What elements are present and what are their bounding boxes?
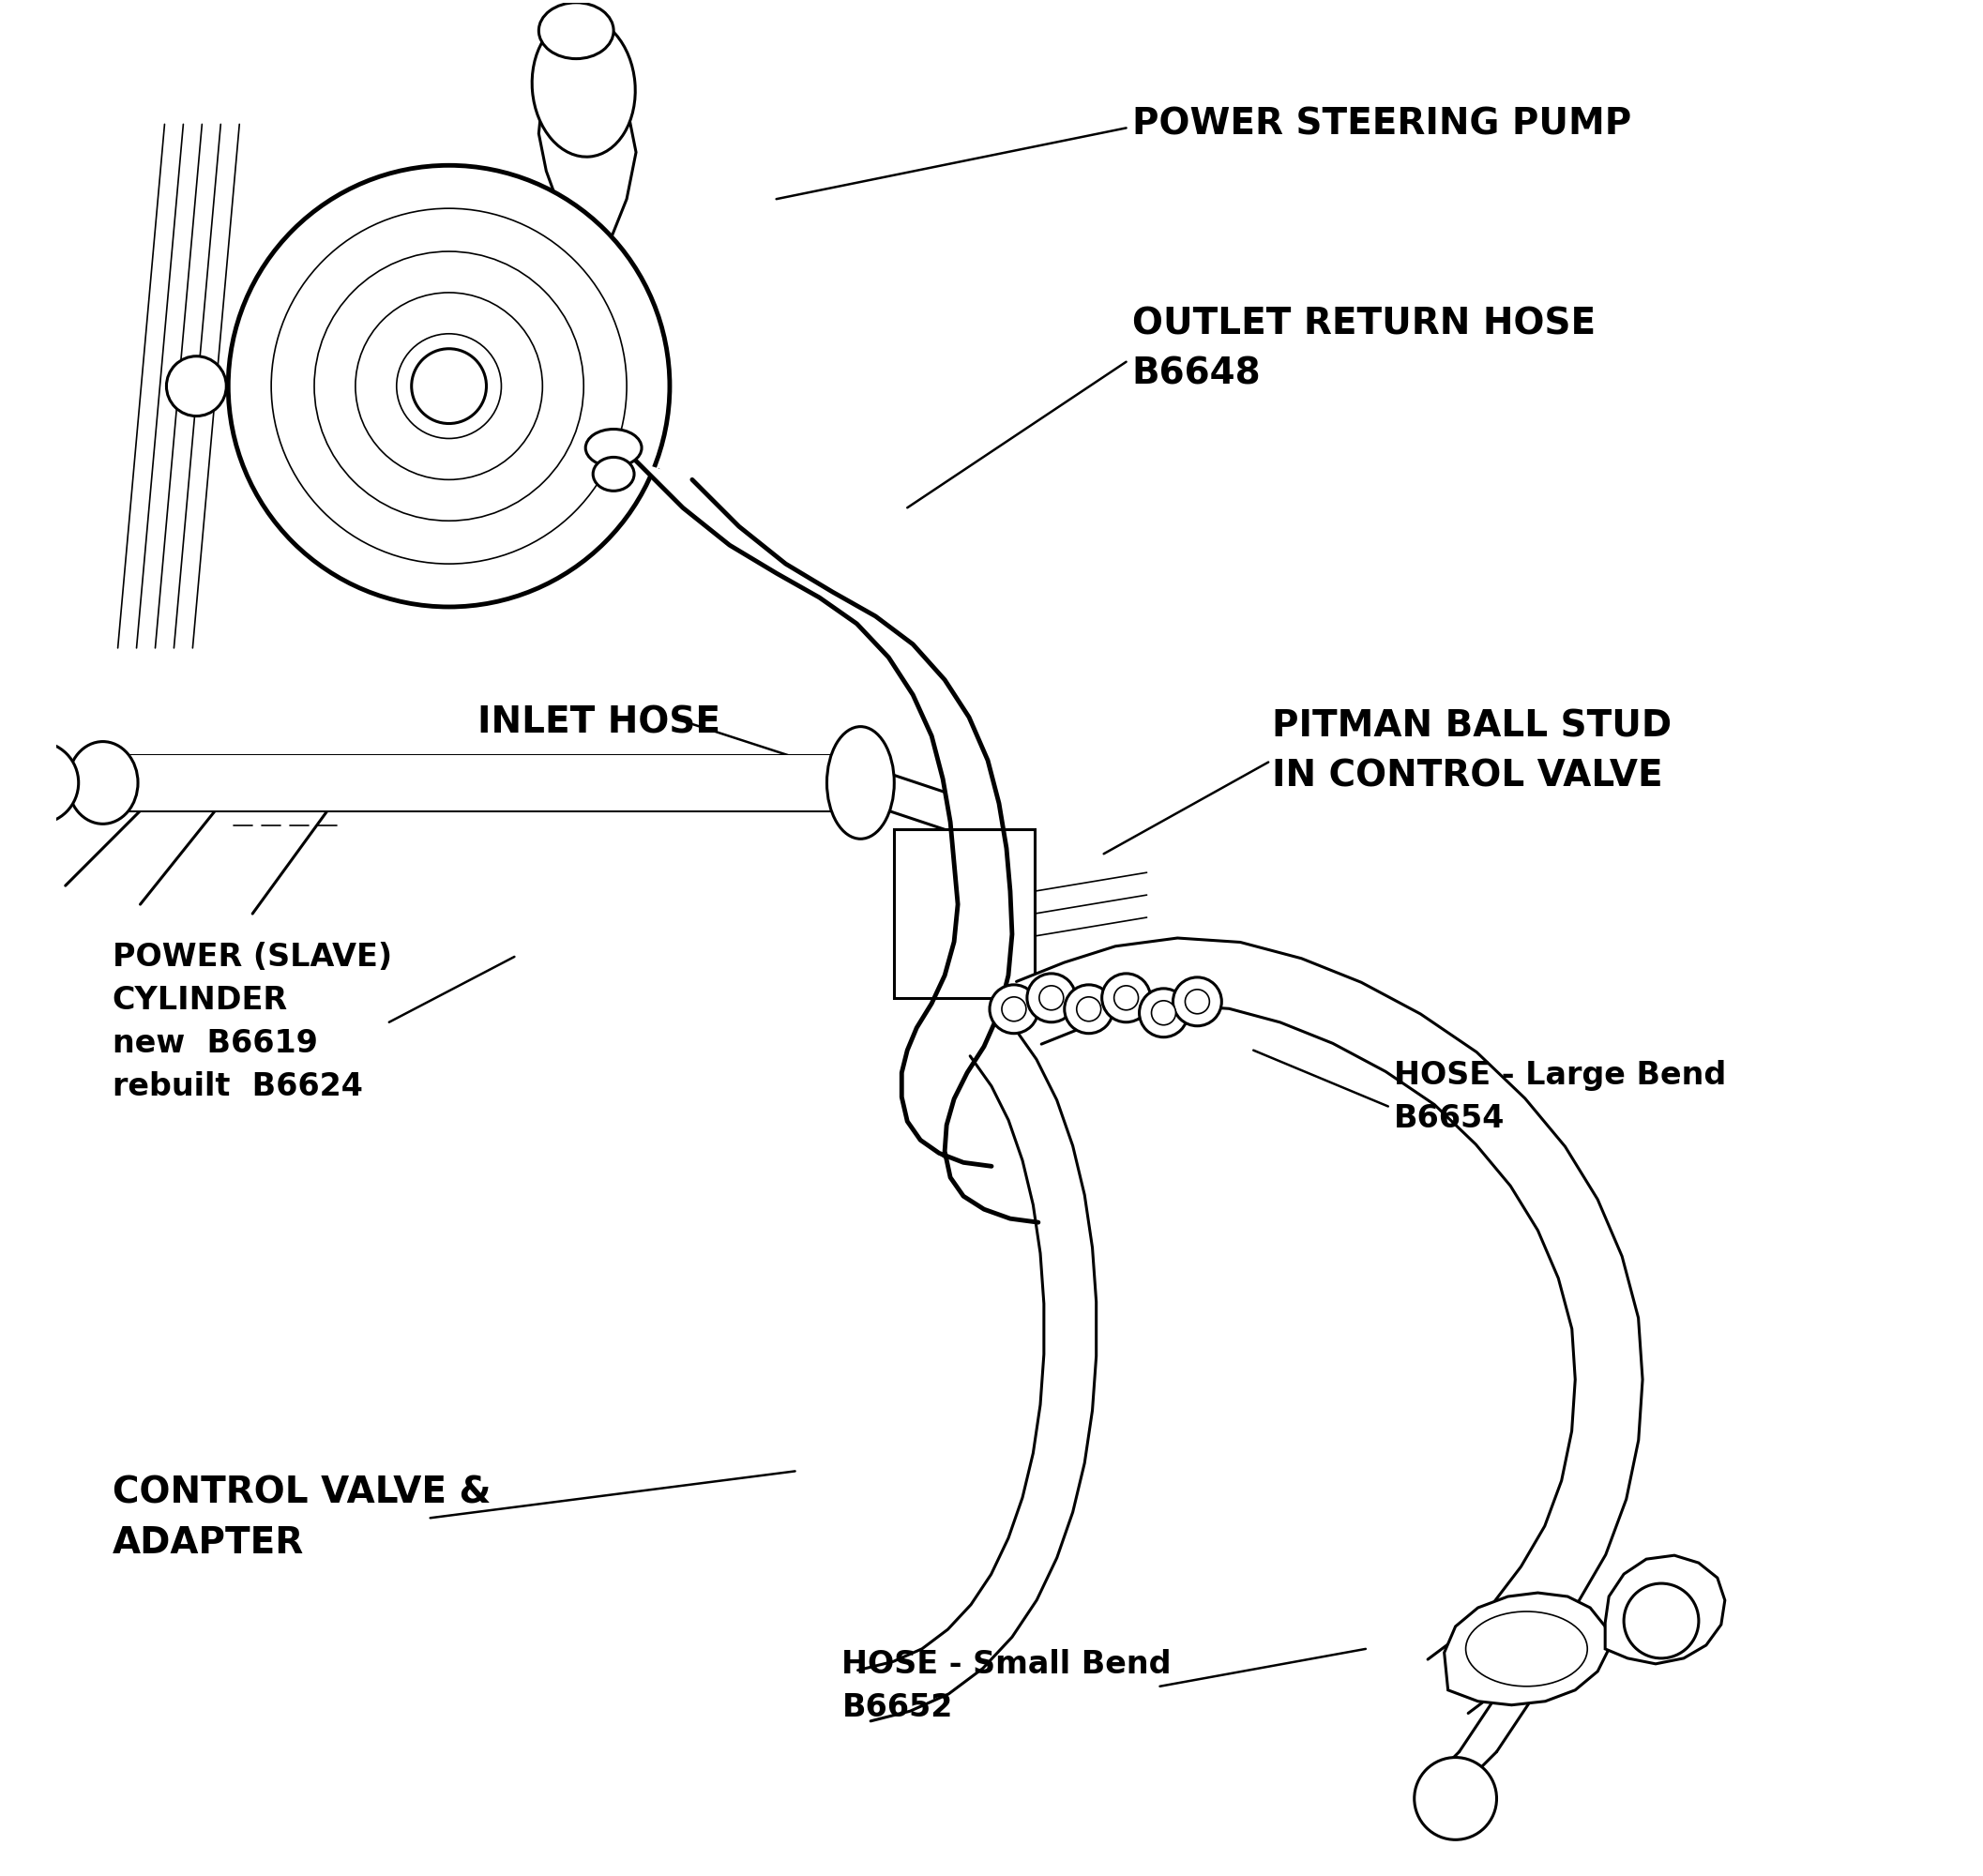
Ellipse shape — [585, 430, 642, 467]
Polygon shape — [539, 49, 637, 293]
Circle shape — [1140, 989, 1188, 1037]
Text: INLET HOSE: INLET HOSE — [478, 705, 720, 741]
Circle shape — [167, 356, 226, 416]
Polygon shape — [859, 1026, 1097, 1720]
Ellipse shape — [593, 458, 635, 492]
Text: POWER STEERING PUMP: POWER STEERING PUMP — [1132, 107, 1632, 143]
Polygon shape — [1017, 938, 1642, 1713]
Circle shape — [1077, 996, 1101, 1021]
Polygon shape — [1604, 1555, 1725, 1664]
Circle shape — [1414, 1758, 1497, 1840]
Circle shape — [1103, 974, 1150, 1022]
Circle shape — [228, 165, 670, 606]
Circle shape — [0, 741, 79, 824]
Ellipse shape — [827, 726, 894, 839]
Bar — [894, 829, 1035, 998]
Circle shape — [1001, 996, 1025, 1021]
Polygon shape — [1444, 1593, 1608, 1705]
Circle shape — [1065, 985, 1112, 1034]
Circle shape — [1152, 1000, 1176, 1024]
Circle shape — [1039, 985, 1063, 1009]
Circle shape — [1027, 974, 1075, 1022]
Ellipse shape — [531, 17, 635, 158]
Ellipse shape — [539, 2, 613, 58]
Ellipse shape — [67, 741, 139, 824]
Circle shape — [1174, 977, 1222, 1026]
Text: PITMAN BALL STUD
IN CONTROL VALVE: PITMAN BALL STUD IN CONTROL VALVE — [1273, 709, 1672, 794]
Text: HOSE - Large Bend
B6654: HOSE - Large Bend B6654 — [1394, 1060, 1725, 1135]
Circle shape — [1186, 989, 1210, 1013]
Circle shape — [412, 349, 486, 424]
Polygon shape — [637, 461, 1039, 1223]
Circle shape — [990, 985, 1039, 1034]
Circle shape — [1114, 985, 1138, 1009]
FancyBboxPatch shape — [103, 754, 861, 810]
Text: HOSE - Small Bend
B6652: HOSE - Small Bend B6652 — [843, 1649, 1172, 1724]
Text: POWER (SLAVE)
CYLINDER
new  B6619
rebuilt  B6624: POWER (SLAVE) CYLINDER new B6619 rebuilt… — [113, 942, 393, 1103]
Text: OUTLET RETURN HOSE
B6648: OUTLET RETURN HOSE B6648 — [1132, 306, 1594, 392]
Circle shape — [1624, 1583, 1699, 1658]
Text: CONTROL VALVE &
ADAPTER: CONTROL VALVE & ADAPTER — [113, 1475, 490, 1561]
Ellipse shape — [1465, 1611, 1586, 1687]
